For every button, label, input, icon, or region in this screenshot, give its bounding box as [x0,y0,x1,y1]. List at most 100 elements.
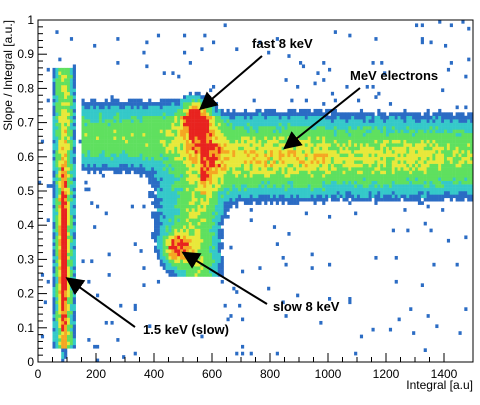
heatmap-cell [159,262,163,267]
heatmap-cell [270,108,274,113]
heatmap-cell [255,180,259,185]
heatmap-cell [58,132,62,137]
heatmap-cell [81,149,85,154]
heatmap-cell [139,132,143,137]
heatmap-cell [116,132,120,137]
heatmap-cell [241,139,245,144]
heatmap-cell [197,163,201,168]
heatmap-cell [441,129,445,134]
heatmap-cell [67,105,71,110]
heatmap-cell [64,108,68,113]
heatmap-cell [357,163,361,168]
heatmap-cell [365,187,369,192]
heatmap-cell [229,149,233,154]
heatmap-cell [351,122,355,127]
heatmap-cell [58,334,62,339]
heatmap-cell [203,221,207,226]
heatmap-cell [429,153,433,158]
heatmap-cell [67,126,71,130]
heatmap-cell [386,149,390,154]
heatmap-cell [214,208,219,212]
heatmap-cell [217,218,221,223]
heatmap-cell [464,167,468,171]
heatmap-cell [267,286,271,291]
heatmap-cell [304,160,308,164]
heatmap-cell [58,71,62,75]
heatmap-cell [96,167,100,171]
heatmap-cell [168,163,172,168]
heatmap-cell [435,173,439,178]
heatmap-cell [96,149,100,154]
heatmap-cell [180,255,184,260]
heatmap-cell [162,102,166,106]
heatmap-cell [435,187,439,192]
heatmap-cell [55,78,59,82]
heatmap-cell [261,122,265,127]
heatmap-cell [185,204,190,209]
heatmap-cell [55,173,59,178]
heatmap-cell [223,180,227,185]
heatmap-cell [191,252,195,257]
heatmap-cell [107,153,111,158]
heatmap-cell [197,170,201,175]
heatmap-cell [423,191,427,195]
heatmap-cell [246,153,250,158]
heatmap-cell [212,245,216,250]
heatmap-cell [301,173,306,178]
heatmap-cell [174,136,178,140]
heatmap-cell [194,218,198,223]
heatmap-cell [159,112,163,117]
heatmap-cell [159,102,163,106]
heatmap-cell [316,143,320,147]
heatmap-cell [162,221,166,226]
heatmap-cell [432,197,436,202]
heatmap-cell [217,232,221,236]
heatmap-cell [116,119,120,123]
heatmap-cell [432,173,436,178]
heatmap-cell [110,139,114,144]
heatmap-cell [258,191,262,195]
heatmap-cell [362,173,366,178]
heatmap-cell [374,187,378,192]
heatmap-cell [429,160,433,164]
heatmap-cell [351,194,355,199]
heatmap-cell [275,153,279,158]
heatmap-cell [464,173,468,178]
heatmap-cell [339,170,343,175]
heatmap-cell [449,173,453,178]
heatmap-cell [441,115,445,120]
heatmap-cell [217,225,221,229]
heatmap-cell [452,177,456,181]
heatmap-cell [93,139,97,144]
heatmap-cell [191,160,195,164]
heatmap-cell [133,153,137,158]
heatmap-cell [365,129,369,134]
heatmap-cell [386,177,390,181]
heatmap-cell [191,221,195,226]
heatmap-cell [388,170,393,175]
heatmap-cell [293,132,297,137]
heatmap-cell [130,119,134,123]
heatmap-cell [368,136,372,140]
heatmap-cell [235,132,239,137]
heatmap-cell [383,184,387,188]
heatmap-cell [93,160,97,164]
heatmap-cell [319,160,323,164]
heatmap-cell [235,47,239,52]
heatmap-cell [151,143,155,147]
heatmap-cell [336,153,340,158]
heatmap-cell [299,180,303,185]
heatmap-cell [188,163,192,168]
heatmap-cell [212,197,216,202]
heatmap-cell [464,119,468,123]
heatmap-cell [72,74,76,79]
heatmap-cell [290,180,294,185]
heatmap-cell [154,170,158,175]
heatmap-cell [58,228,62,233]
heatmap-cell [52,211,56,216]
heatmap-cell [133,303,137,308]
heatmap-cell [296,160,300,164]
heatmap-cell [69,71,74,75]
heatmap-cell [183,228,187,233]
heatmap-cell [342,194,346,199]
